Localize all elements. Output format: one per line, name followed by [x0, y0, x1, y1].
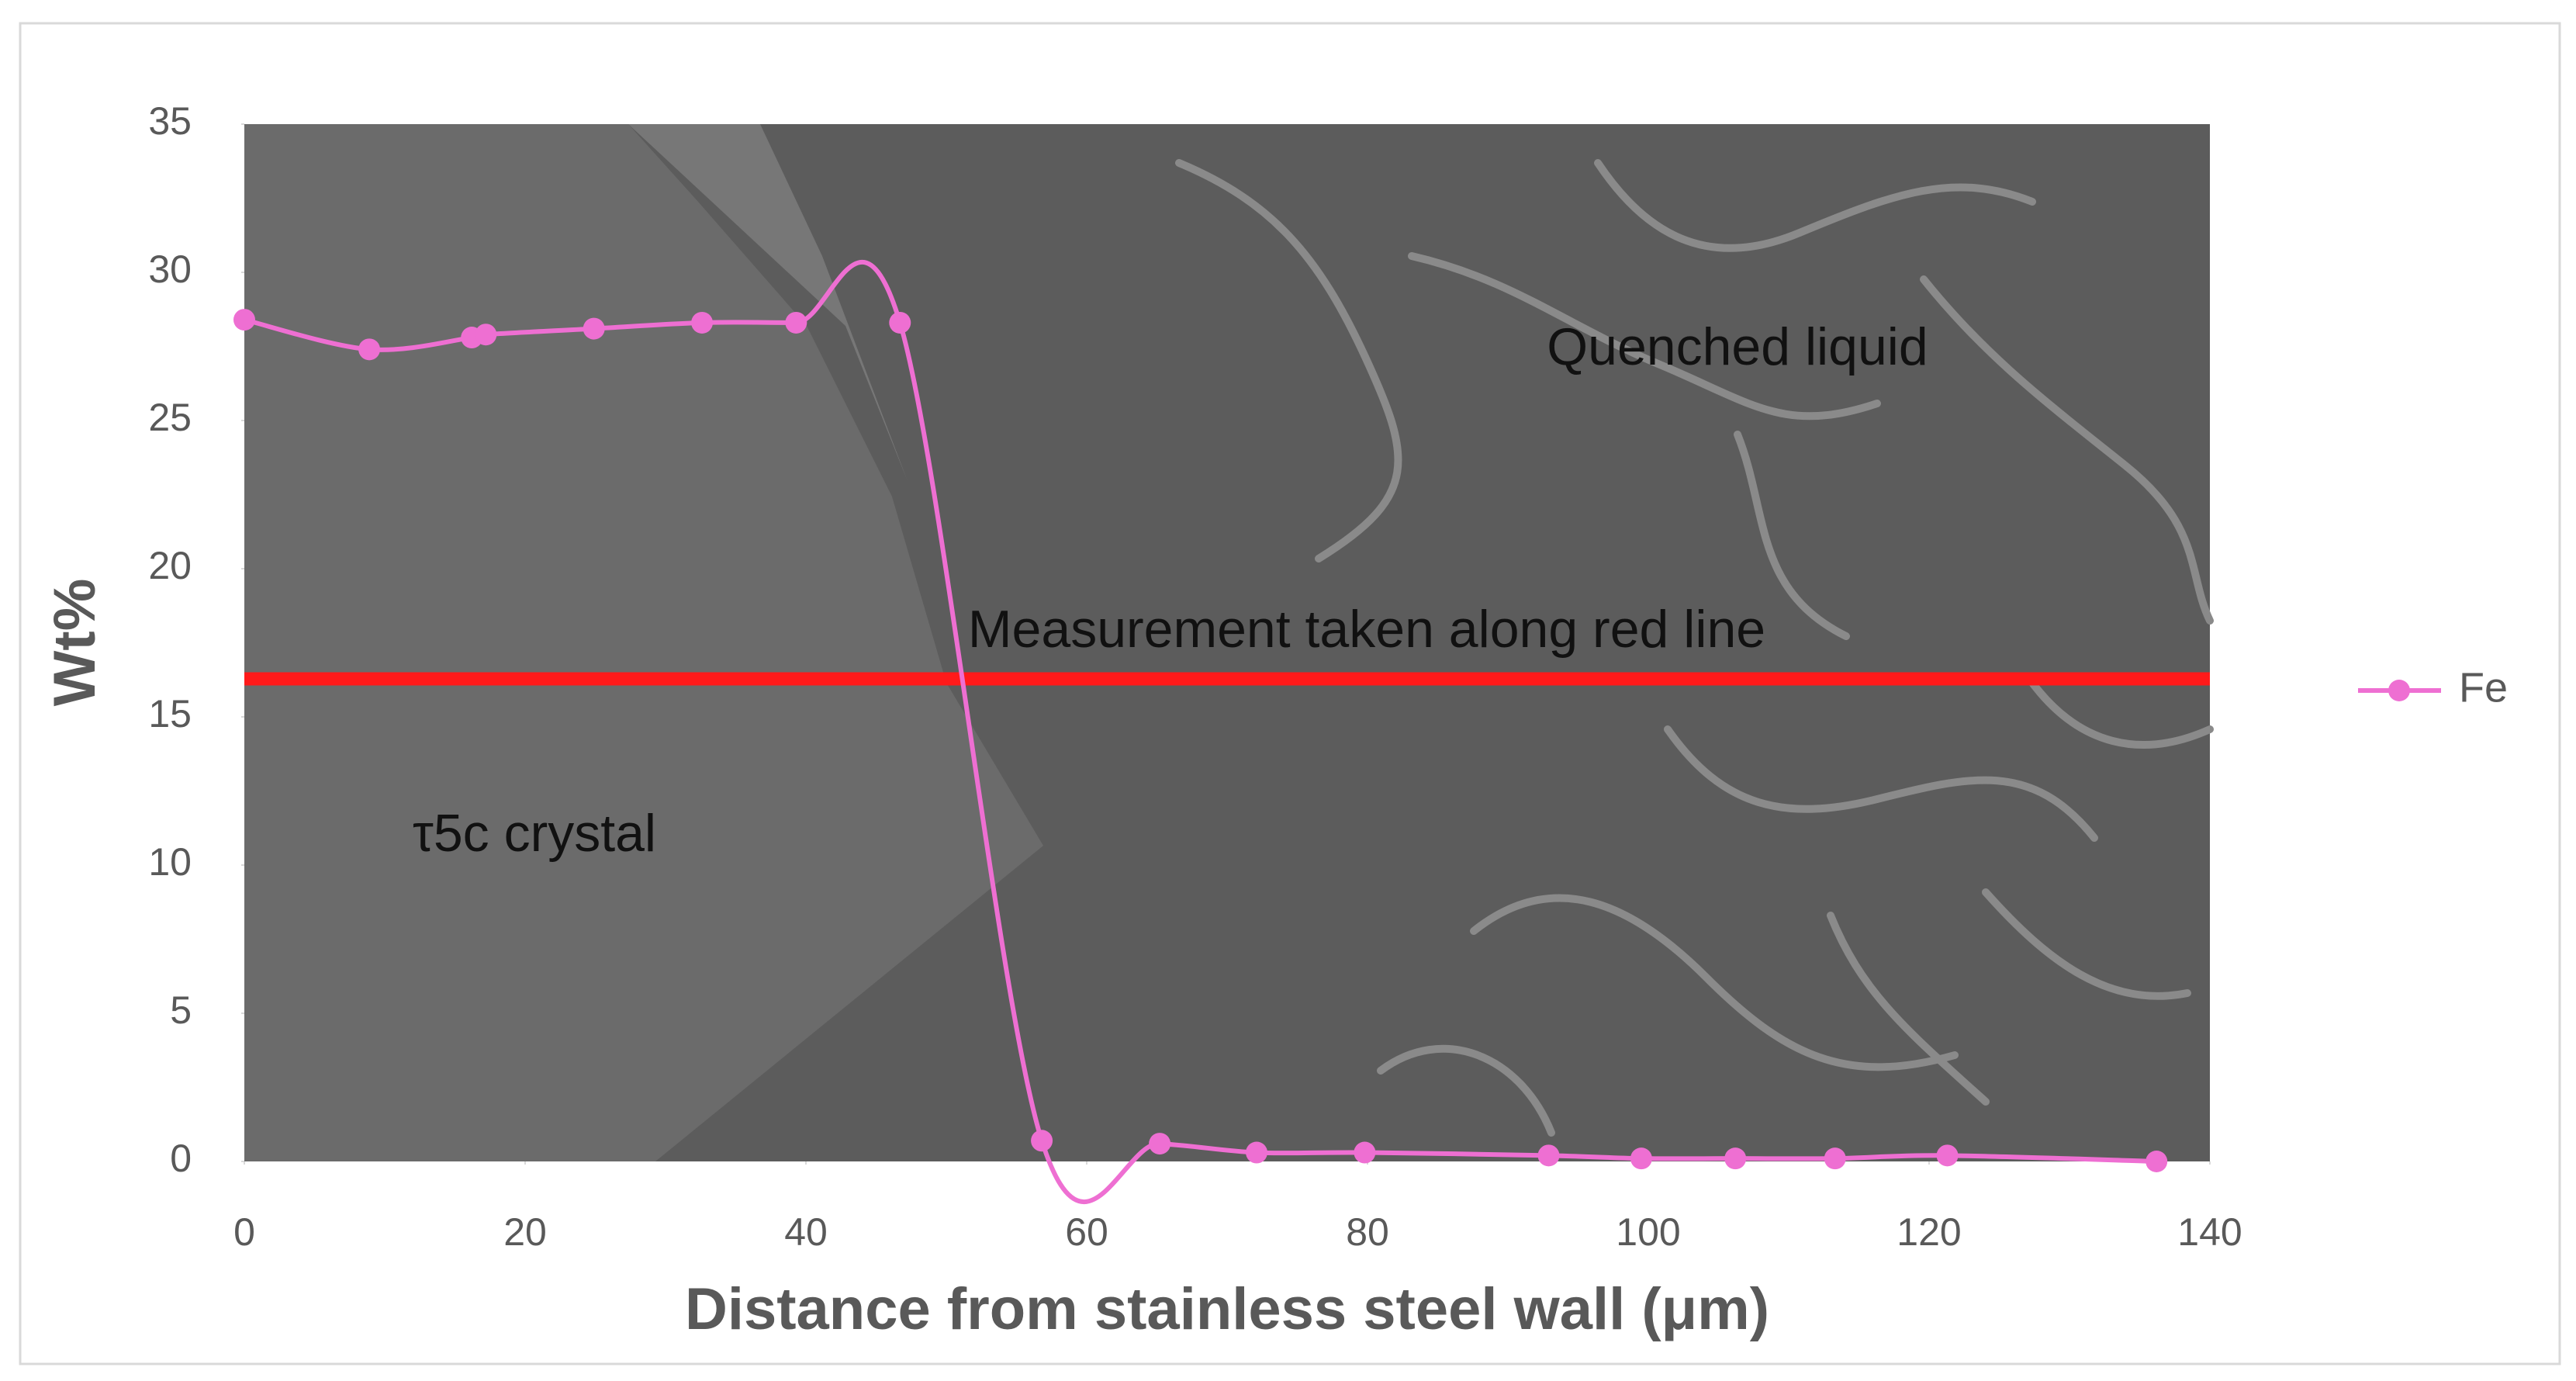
- y-tick-label: 0: [170, 1137, 192, 1180]
- y-tick-label: 10: [148, 840, 192, 884]
- data-point: [1630, 1147, 1652, 1170]
- data-point: [1149, 1133, 1171, 1155]
- x-axis-title: Distance from stainless steel wall (μm): [685, 1276, 1769, 1342]
- x-tick-label: 140: [2177, 1210, 2242, 1254]
- data-point: [1824, 1147, 1846, 1170]
- y-tick-label: 25: [148, 396, 192, 439]
- x-tick-label: 100: [1616, 1210, 1680, 1254]
- data-point: [1537, 1144, 1560, 1167]
- y-tick-label: 15: [148, 692, 192, 735]
- annotation: τ5c crystal: [413, 804, 656, 863]
- x-tick-label: 20: [503, 1210, 547, 1254]
- liquid-network: [1175, 159, 2214, 1137]
- y-tick-label: 20: [148, 544, 192, 587]
- data-point: [2146, 1151, 2168, 1172]
- data-point: [785, 311, 807, 334]
- legend-marker: [2388, 680, 2410, 701]
- data-point: [1031, 1130, 1053, 1152]
- x-tick-label: 0: [233, 1210, 255, 1254]
- annotation: Measurement taken along red line: [968, 600, 1765, 659]
- legend-label: Fe: [2459, 664, 2508, 711]
- micrograph-background: [244, 124, 2214, 1161]
- y-axis-title: Wt%: [42, 579, 108, 707]
- y-tick-label: 30: [148, 247, 192, 291]
- x-tick-label: 120: [1897, 1210, 1961, 1254]
- data-point: [233, 309, 255, 331]
- data-point: [358, 338, 381, 361]
- data-point: [1246, 1141, 1268, 1164]
- data-point: [475, 324, 497, 346]
- y-tick-label: 5: [170, 988, 192, 1032]
- x-tick-label: 80: [1346, 1210, 1389, 1254]
- data-point: [1724, 1147, 1747, 1170]
- data-point: [1936, 1144, 1959, 1167]
- x-tick-label: 40: [784, 1210, 828, 1254]
- annotation: Quenched liquid: [1547, 317, 1928, 376]
- y-tick-label: 35: [148, 99, 192, 143]
- data-point: [1354, 1141, 1376, 1164]
- data-point: [583, 317, 605, 340]
- crystal-region: [244, 124, 1043, 1161]
- data-point: [691, 311, 714, 334]
- x-tick-label: 60: [1065, 1210, 1108, 1254]
- crystal-edge: [628, 124, 908, 481]
- data-point: [889, 311, 911, 334]
